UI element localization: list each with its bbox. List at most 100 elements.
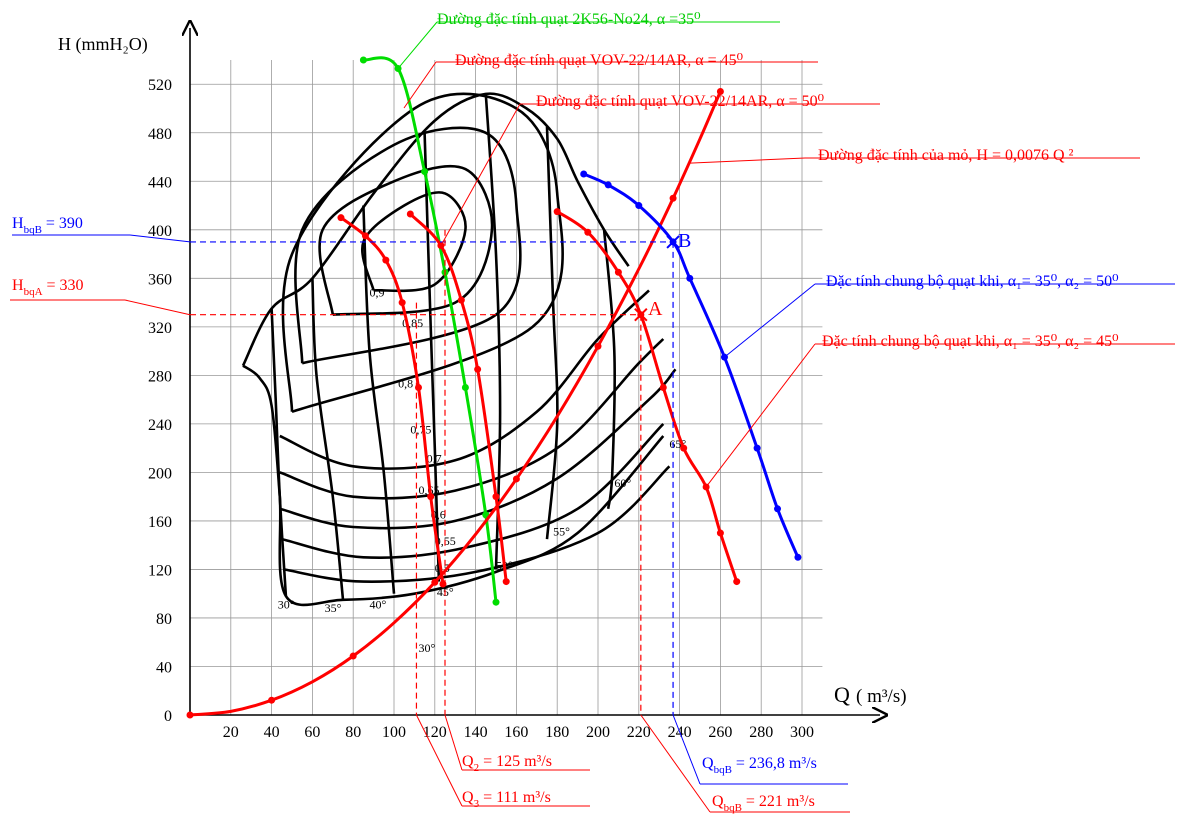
series-3-point-2	[268, 696, 276, 704]
fanmap-angle-label-1: 35°	[325, 601, 342, 615]
leader-combined50-pointer	[724, 283, 816, 358]
series-1-point-1	[361, 232, 369, 240]
x-tick-label-1: 40	[264, 724, 280, 741]
y-tick-label-12: 480	[148, 126, 172, 143]
y-tick-label-13: 520	[148, 77, 172, 94]
series-3-point-4	[349, 652, 357, 660]
series-0-point-4	[461, 383, 469, 391]
series-3-point-14	[716, 88, 724, 96]
fanmap-angle-curve-3	[423, 132, 441, 582]
y-tick-label-8: 320	[148, 320, 172, 337]
qbqb-blue-annotation: QbqB = 236,8 m³/s	[702, 755, 817, 776]
x-tick-label-5: 120	[423, 724, 447, 741]
y-tick-label-6: 240	[148, 417, 172, 434]
fanmap-efficiency-label-4: 0,7	[427, 452, 442, 466]
y-tick-label-4: 160	[148, 514, 172, 531]
leader-qbqb-blue-pointer	[672, 714, 701, 785]
x-tick-label-13: 280	[749, 724, 773, 741]
x-tick-label-14: 300	[790, 724, 814, 741]
fanmap-angle-curve-0	[270, 308, 288, 597]
x-tick-label-3: 80	[345, 724, 361, 741]
series-group	[186, 56, 802, 719]
fanmap-efficiency-contour-1	[318, 164, 494, 316]
series-5-point-7	[716, 529, 724, 537]
fanmap-iso-curve-4	[283, 465, 671, 583]
series-0-point-6	[492, 598, 500, 606]
legend-vov-50: Đường đặc tính quạt VOV-22/14AR, α = 50⁰	[536, 93, 824, 110]
axes: 20 40 60 80 100 120 140 160 180 200 220 240 260 280 30…	[148, 28, 880, 741]
fanmap-angle-curve-1	[311, 278, 345, 600]
series-5-point-8	[733, 578, 741, 586]
leader-q2-pointer	[444, 714, 463, 771]
series-5-point-5	[680, 444, 688, 452]
series-line-4	[583, 172, 800, 558]
x-tick-label-10: 220	[627, 724, 651, 741]
fanmap-angle-curve-6	[602, 229, 617, 509]
series-1-point-3	[398, 299, 406, 307]
series-2-point-2	[457, 296, 465, 304]
series-1-point-2	[382, 256, 390, 264]
hbqb-annotation: HbqB = 390	[12, 215, 83, 236]
x-tick-label-7: 160	[504, 724, 528, 741]
fanmap-angle-label-6: 60°	[614, 476, 631, 490]
leader-vov50-pointer	[440, 103, 521, 246]
legend-combined-50: Đặc tính chung bộ quạt khi, α₁= 35⁰, α₂ …	[826, 273, 1119, 290]
series-4-point-4	[686, 274, 694, 282]
leader-vov45-pointer	[403, 61, 437, 109]
q2-annotation: Q2 = 125 m³/s	[462, 753, 552, 774]
series-1-point-5	[427, 493, 435, 501]
legend-combined-45: Đặc tính chung bộ quạt khi, α₁ = 35⁰, α₂…	[822, 333, 1119, 350]
series-4-point-6	[753, 444, 761, 452]
fanmap-extra-angle-label: 30°	[418, 641, 435, 655]
fanmap-angle-label-0: 30°	[278, 597, 295, 611]
series-4-point-7	[774, 505, 782, 513]
fanmap-envelope-bottom	[242, 364, 665, 607]
leader-green-pointer	[397, 21, 438, 69]
series-3-point-0	[186, 711, 194, 719]
y-tick-label-2: 80	[156, 611, 172, 628]
series-2-point-5	[502, 578, 510, 586]
x-tick-label-8: 180	[545, 724, 569, 741]
leader-mine-pointer	[689, 157, 806, 164]
x-tick-label-4: 100	[382, 724, 406, 741]
legend-green-fan: Đường đặc tính quạt 2K56-No24, α =35⁰	[437, 11, 701, 28]
point-a-label: A	[648, 298, 663, 320]
series-1-point-0	[337, 214, 345, 222]
y-tick-label-0: 0	[164, 708, 172, 725]
series-5-point-2	[614, 268, 622, 276]
fanmap-angle-curve-2	[362, 205, 396, 594]
y-tick-label-3: 120	[148, 562, 172, 579]
x-axis-label: Q	[834, 682, 850, 707]
y-tick-label-9: 360	[148, 271, 172, 288]
fanmap-iso-curve-1	[279, 338, 665, 500]
x-tick-label-9: 200	[586, 724, 610, 741]
labels	[10, 21, 1175, 813]
fanmap-iso-curve-2	[279, 368, 677, 530]
fanmap-efficiency-label-3: 0,75	[410, 423, 431, 437]
y-tick-label-7: 280	[148, 368, 172, 385]
leader-q3-pointer	[415, 714, 463, 807]
guide-lines	[190, 229, 674, 715]
x-tick-label-2: 60	[304, 724, 320, 741]
y-tick-label-5: 200	[148, 465, 172, 482]
leader-combined45-pointer	[705, 343, 816, 488]
series-5-point-4	[659, 383, 667, 391]
series-4-point-2	[635, 202, 643, 210]
y-tick-label-10: 400	[148, 223, 172, 240]
series-2-point-3	[474, 365, 482, 373]
series-5-point-0	[553, 208, 561, 216]
series-2-point-4	[492, 493, 500, 501]
series-4-point-8	[794, 553, 802, 561]
series-0-point-0	[359, 56, 367, 64]
series-2-point-0	[406, 210, 414, 218]
fanmap-angle-label-2: 40°	[370, 597, 387, 611]
x-tick-label-0: 20	[223, 724, 239, 741]
fanmap-envelope-top	[241, 92, 630, 367]
y-tick-label-1: 40	[156, 659, 172, 676]
fanmap-efficiency-label-2: 0,8	[398, 376, 413, 390]
series-4-point-1	[604, 181, 612, 189]
leader-hbqa-pointer	[124, 299, 191, 316]
series-3-point-6	[431, 578, 439, 586]
legend-mine: Đường đặc tính của mỏ, H = 0,0076 Q ²	[818, 147, 1074, 164]
